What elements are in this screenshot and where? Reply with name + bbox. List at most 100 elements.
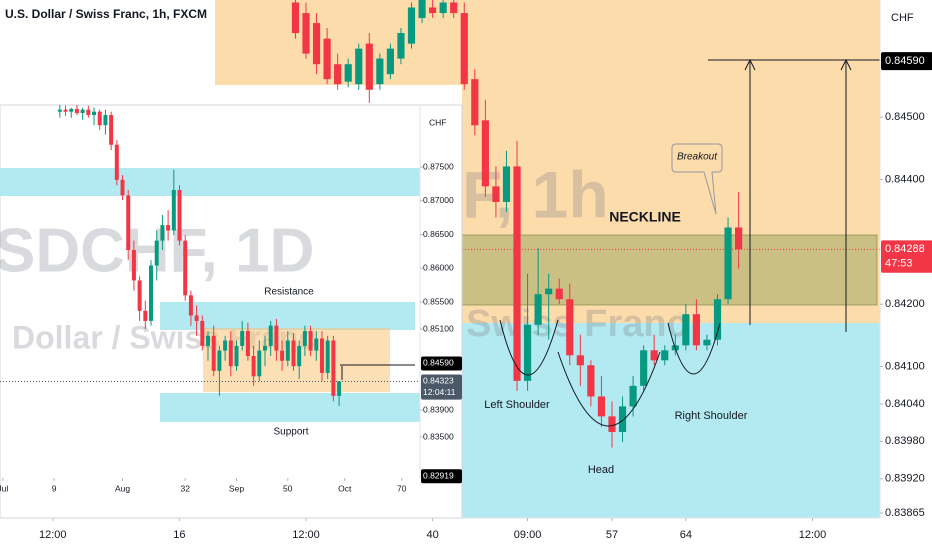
candle-body (149, 265, 154, 321)
y-tick-label: 0.83980 (885, 435, 925, 447)
candle-body (166, 225, 171, 231)
support-label: Support (273, 427, 308, 438)
candle-body (397, 33, 405, 59)
candle-body (534, 294, 542, 325)
candle-body (131, 250, 136, 281)
candle-body (86, 109, 91, 116)
y-tick-label: 0.84200 (885, 298, 925, 310)
head-label: Head (588, 464, 614, 476)
candle-body (228, 340, 233, 367)
arrow-head (744, 58, 756, 71)
neckline-label: NECKLINE (609, 209, 681, 225)
candle-body (376, 58, 384, 85)
candle-body (217, 350, 222, 371)
candle-body (439, 2, 447, 14)
watermark: Swiss Franc (466, 303, 688, 345)
y-tick-label: 0.87500 (423, 161, 454, 171)
candle-body (137, 280, 142, 311)
candle-body (280, 350, 285, 361)
x-tick-label: 57 (606, 529, 618, 541)
candle-body (143, 310, 148, 321)
price-tag-label: 0.82919 (423, 470, 454, 480)
chart-title: U.S. Dollar / Swiss Franc, 1h, FXCM (5, 7, 207, 21)
candle-body (154, 240, 159, 266)
time-axis (0, 518, 880, 550)
x-tick-label: Oct (338, 483, 352, 493)
axis-unit: CHF (429, 117, 446, 127)
candle-body (308, 331, 313, 351)
candle-body (291, 340, 296, 367)
candle-body (334, 64, 342, 85)
price-tag (881, 240, 932, 273)
candle-body (471, 79, 479, 126)
x-tick-label: 32 (180, 483, 190, 493)
candle-body (365, 43, 373, 90)
candle-body (555, 288, 563, 300)
price-tag (421, 469, 462, 484)
y-tick-label: 0.87000 (423, 195, 454, 205)
price-axis (880, 0, 932, 550)
candle-body (640, 350, 648, 386)
candle-body (618, 406, 627, 432)
candle-body (429, 7, 437, 14)
candle-body (268, 325, 273, 346)
candle-body (661, 350, 669, 361)
x-tick-label: 16 (173, 529, 185, 541)
candle-body (171, 189, 176, 231)
price-tag (881, 52, 932, 71)
x-tick-label: 09:00 (514, 529, 542, 541)
candle-body (262, 345, 267, 351)
candle-body (513, 166, 521, 381)
price-tag-label: 0.84323 (423, 376, 454, 386)
candle-body (492, 186, 500, 202)
candle-body (257, 350, 262, 377)
candle-body (450, 2, 458, 14)
candle-body (251, 356, 256, 377)
y-tick-label: 0.84100 (885, 360, 925, 372)
candle-body (325, 340, 330, 373)
left-shoulder-label: Left Shoulder (484, 399, 550, 411)
x-tick-label: 9 (52, 483, 57, 493)
zone (0, 168, 420, 196)
candle-body (337, 381, 342, 396)
y-tick-label: 0.86500 (423, 229, 454, 239)
main-series (291, 0, 880, 448)
candle-body (234, 345, 239, 367)
candle-body (103, 115, 108, 126)
price-tag-label: 0.84288 (885, 243, 925, 255)
y-tick-label: 0.85500 (423, 296, 454, 306)
candle-body (274, 325, 279, 351)
support-zone (160, 393, 420, 422)
y-tick-label: 0.85100 (423, 323, 454, 333)
y-tick-label: 0.86000 (423, 263, 454, 273)
candle-body (650, 350, 658, 361)
inset-price-axis (420, 106, 461, 517)
candle-body (566, 299, 574, 356)
breakout-label: Breakout (677, 152, 718, 163)
y-tick-label: 0.83865 (885, 507, 925, 519)
candle-body (608, 416, 616, 432)
main-axis: CHF 0.84500 0.84400 0.84200 0.84100 0.84040 0.… (39, 12, 932, 541)
candle-body (302, 13, 310, 54)
candle-body (545, 288, 553, 295)
candle-body (724, 227, 732, 300)
y-tick-label: 0.83500 (423, 431, 454, 441)
candle-body (69, 108, 74, 112)
candle-body (285, 340, 290, 361)
candle-body (297, 345, 302, 367)
price-tag (421, 374, 462, 400)
candle-body (703, 339, 711, 346)
x-tick-label: Aug (115, 483, 130, 493)
candle-body (80, 109, 85, 114)
right-shoulder-label: Right Shoulder (675, 410, 748, 422)
x-tick-label: 50 (283, 483, 293, 493)
candle-body (587, 365, 595, 397)
candle-body (344, 64, 352, 82)
candle-body (97, 111, 102, 126)
candle-body (460, 13, 468, 85)
price-tag-label: 0.84590 (885, 55, 925, 67)
candle-body (245, 331, 250, 357)
price-tag (421, 356, 462, 371)
